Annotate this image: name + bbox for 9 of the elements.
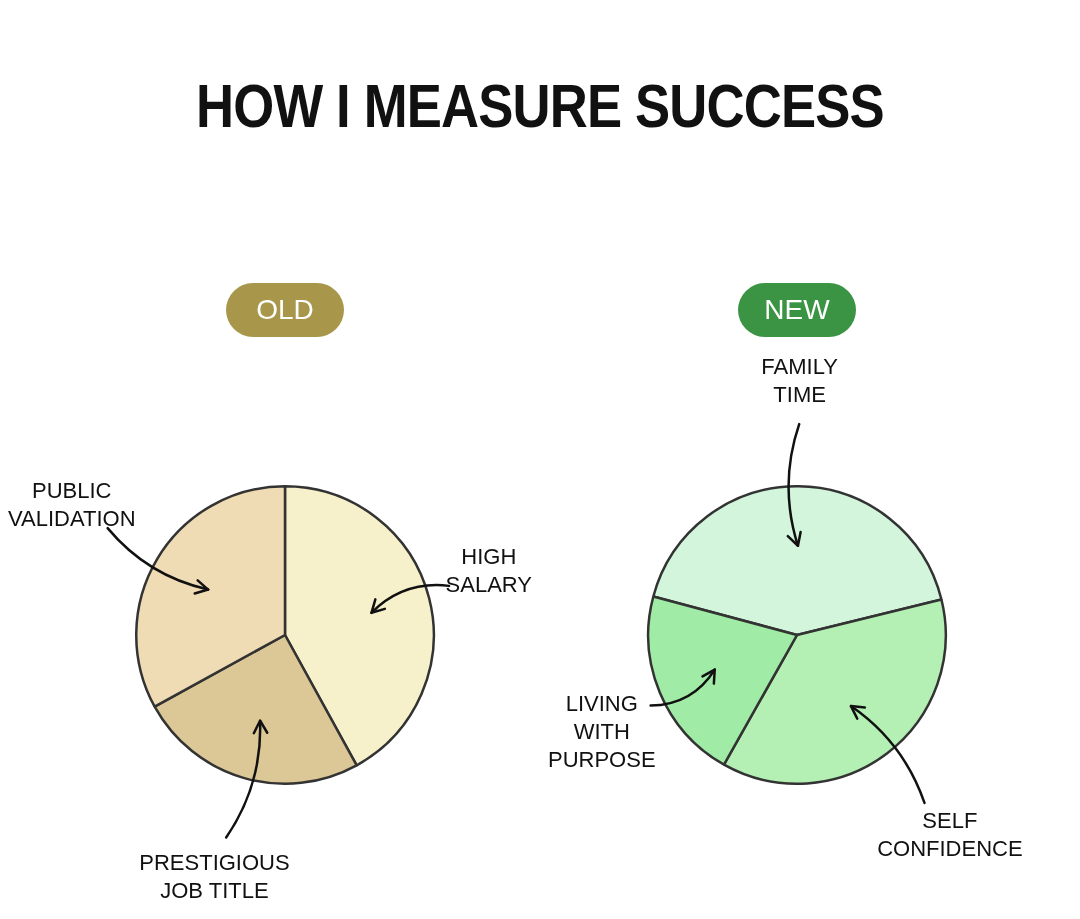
slice-label: PRESTIGIOUS JOB TITLE <box>139 849 290 903</box>
slice-label: FAMILY TIME <box>761 354 839 408</box>
slice-label: SELF CONFIDENCE <box>877 808 1023 862</box>
chart-subtitle: OLD <box>226 283 344 337</box>
slice-label: LIVING WITH PURPOSE <box>547 691 656 773</box>
chart-subtitle: NEW <box>738 283 856 337</box>
chart-title: HOW I MEASURE SUCCESS <box>195 70 885 141</box>
slice-label: HIGH SALARY <box>445 544 533 598</box>
slice-label: PUBLIC VALIDATION <box>8 478 136 532</box>
